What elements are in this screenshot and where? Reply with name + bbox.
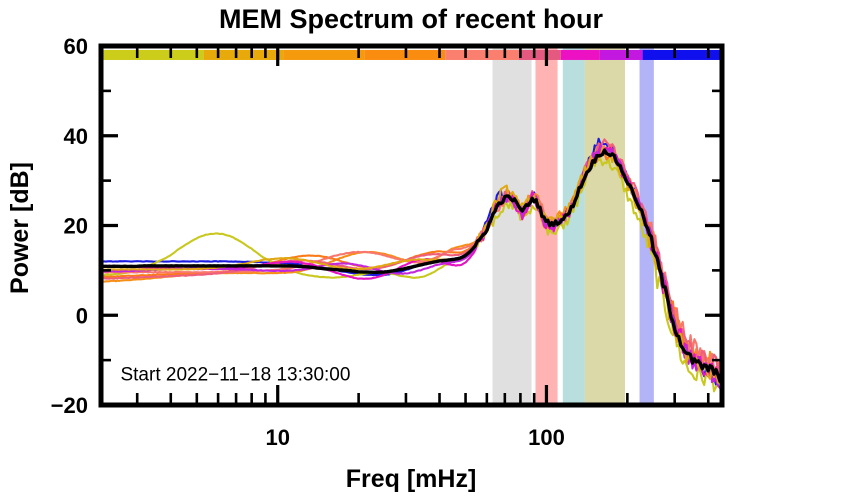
x-tick-label-1: 100 (528, 425, 565, 450)
colorbar-segment-8 (642, 49, 722, 60)
x-tick-label-0: 10 (265, 425, 289, 450)
annotation-group: Start 2022−11−18 13:30:00 (120, 364, 350, 385)
start-time-annotation: Start 2022−11−18 13:30:00 (120, 364, 350, 385)
colorbar-segment-2 (283, 49, 365, 60)
mean-trace (99, 148, 724, 384)
colorbar-strip (101, 49, 722, 60)
y-axis-title: Power [dB] (6, 162, 34, 294)
trace-group (99, 137, 724, 393)
trace-gold (99, 146, 724, 384)
shaded-bands (492, 46, 654, 405)
colorbar-segment-4 (445, 49, 519, 60)
colorbar-segment-1 (203, 49, 284, 60)
band-khaki (584, 46, 625, 405)
trace-olive (99, 157, 724, 393)
colorbar-segment-5 (518, 49, 561, 60)
band-cyan (562, 46, 585, 405)
y-tick-label-2: 20 (64, 214, 88, 239)
colorbar-segment-0 (101, 49, 204, 60)
y-tick-label-0: −20 (51, 393, 88, 418)
page-title: MEM Spectrum of recent hour (219, 4, 604, 34)
y-tick-label-1: 0 (76, 303, 88, 328)
colorbar-segment-7 (599, 49, 643, 60)
y-tick-label-3: 40 (64, 124, 88, 149)
x-axis-tick-labels: 10 100 (265, 425, 564, 450)
band-gray (492, 46, 532, 405)
x-axis-title: Freq [mHz] (346, 465, 477, 493)
y-axis-tick-labels: −20 0 20 40 60 (51, 34, 88, 418)
y-tick-label-4: 60 (64, 34, 88, 59)
x-axis-ticks (135, 46, 710, 405)
colorbar-segment-6 (560, 49, 600, 60)
